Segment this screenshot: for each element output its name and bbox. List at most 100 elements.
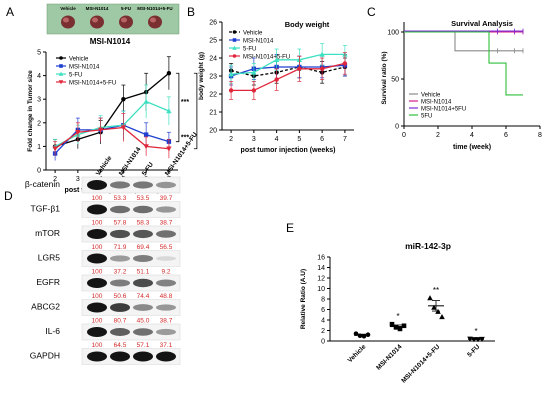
- series-line: [54, 126, 169, 150]
- panel-letter-c: C: [367, 5, 376, 19]
- x-tick-label: 3: [252, 136, 256, 143]
- chart-title: Body weight: [285, 20, 330, 29]
- photo-label: 5-FU: [121, 6, 131, 11]
- band-quantification: 48.8: [160, 293, 173, 300]
- protein-band: [156, 328, 176, 336]
- y-tick-label: 24: [209, 56, 217, 63]
- protein-band: [156, 256, 176, 261]
- legend-marker: [58, 80, 64, 85]
- lane-label: MSI-N1014: [118, 146, 143, 177]
- data-point: [297, 66, 302, 72]
- legend-entry: MSI-N1014: [243, 38, 274, 44]
- series-green: [404, 31, 523, 96]
- x-tick-label: 4: [275, 136, 279, 143]
- y-tick-label: 10: [317, 286, 325, 293]
- y-tick-label: 21: [209, 110, 217, 117]
- y-tick-label: 4: [37, 73, 41, 80]
- y-tick-label: 2: [37, 120, 41, 127]
- protein-band: [87, 302, 107, 313]
- data-point: [393, 325, 399, 330]
- data-point: [75, 130, 81, 135]
- data-point: [97, 127, 104, 133]
- legend-entry: MSI-N1014: [69, 64, 100, 70]
- chart-title: Survival Analysis: [451, 19, 513, 28]
- y-tick-label: 5: [37, 50, 41, 57]
- protein-band: [156, 230, 176, 238]
- protein-band: [110, 255, 130, 262]
- chart-title: MSI-N1014: [90, 37, 131, 46]
- y-axis-label: Survival ratio (%): [381, 51, 388, 104]
- data-point: [342, 61, 348, 66]
- blot-membrane: [81, 201, 181, 218]
- band-quantification: 100: [92, 318, 103, 325]
- tumor-highlight: [92, 17, 98, 23]
- data-point: [319, 66, 325, 72]
- x-tick-label: 3: [76, 176, 80, 183]
- y-tick-label: 23: [209, 74, 217, 81]
- legend-entry: MSI-N1014: [421, 99, 452, 105]
- category-label: 5-FU: [466, 343, 481, 358]
- series-line: [231, 53, 345, 75]
- significance-label: *: [474, 327, 477, 336]
- legend-marker: [232, 38, 237, 42]
- data-point: [274, 77, 279, 82]
- band-quantification: 71.9: [114, 244, 127, 251]
- series-line: [231, 62, 346, 92]
- band-quantification: 9.2: [161, 269, 170, 276]
- band-quantification: 74.4: [137, 293, 150, 300]
- x-tick-label: 8: [538, 132, 542, 139]
- protein-band: [133, 254, 153, 263]
- legend-entry: 5-FU: [69, 72, 82, 78]
- x-tick-label: 6: [320, 136, 324, 143]
- survival-curve: [404, 31, 523, 96]
- band-quantification: 57.8: [114, 220, 127, 227]
- y-tick-label: 20: [209, 128, 217, 135]
- x-tick-label: 0: [402, 132, 406, 139]
- tumor-sample: [90, 15, 104, 29]
- protein-band: [133, 181, 153, 189]
- protein-band: [133, 328, 153, 336]
- data-point: [228, 88, 234, 93]
- protein-band: [87, 229, 107, 239]
- protein-band: [156, 351, 176, 362]
- x-tick-label: 2: [53, 176, 57, 183]
- legend-marker: [232, 45, 237, 50]
- data-point: [52, 146, 58, 152]
- group: [467, 336, 485, 343]
- band-quantification: 45.0: [137, 318, 150, 325]
- band-quantification: 100: [92, 244, 103, 251]
- band-quantification: 38.7: [160, 318, 173, 325]
- protein-band: [110, 351, 130, 362]
- legend-entry: MSI-N1014+5-FU: [69, 80, 116, 86]
- panel-c-survival: Survival Analysis 0 50 100 0 2 4 6 8 time (week) S…: [381, 19, 542, 151]
- data-point: [121, 97, 126, 102]
- y-tick-label: 4: [321, 318, 325, 325]
- band-quantification: 37.2: [114, 269, 127, 276]
- x-tick-label: 4: [470, 132, 474, 139]
- category-label: MSI-N1014+5-FU: [400, 343, 441, 384]
- data-point: [401, 323, 407, 329]
- group: [427, 295, 445, 320]
- series-red: [52, 113, 172, 159]
- protein-label: β-catenin: [25, 179, 60, 189]
- protein-band: [87, 204, 107, 215]
- x-axis-label: post tumor injection (weeks): [241, 147, 336, 154]
- band-quantification: 100: [92, 269, 103, 276]
- data-point: [319, 51, 325, 57]
- protein-band: [87, 351, 107, 362]
- protein-label: mTOR: [35, 228, 60, 238]
- significance-bracket: [175, 72, 180, 143]
- protein-band: [87, 180, 107, 190]
- protein-band: [110, 205, 130, 214]
- photo-label: MSI-N1014+5-FU: [137, 6, 172, 11]
- data-point: [166, 146, 172, 152]
- legend-marker: [59, 64, 63, 68]
- series-blue: [52, 110, 172, 161]
- legend-entry: 5-FU: [243, 46, 256, 52]
- data-point: [251, 69, 257, 75]
- category-label: Vehicle: [347, 343, 368, 364]
- data-point: [365, 332, 371, 338]
- y-axis-label: Relative Ratio (A.U): [300, 269, 307, 329]
- y-tick-label: 1: [37, 144, 41, 151]
